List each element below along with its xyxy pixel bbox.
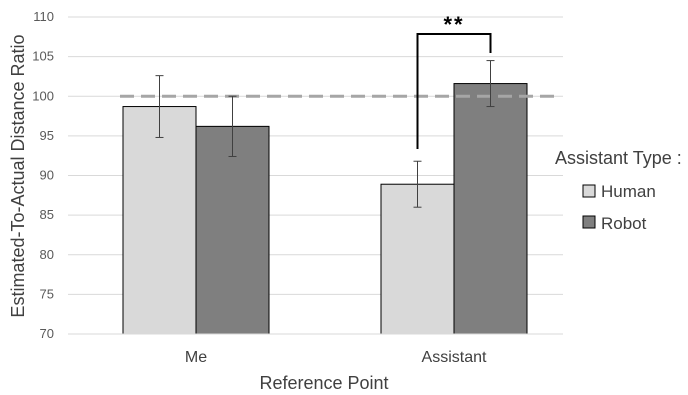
legend-title: Assistant Type : [555,148,682,168]
error-bar-assistant-robot [486,60,495,108]
legend-swatch-human [582,184,596,198]
x-axis-categories: Me Assistant [68,333,563,366]
y-tick-label-110: 110 [33,9,54,24]
bars [122,83,528,335]
x-axis-title: Reference Point [259,373,388,393]
bar-assistant-robot [453,83,528,335]
significance-label: ** [443,12,464,37]
error-bar-assistant-human [413,160,422,208]
error-bar-me-robot [228,95,237,157]
y-tick-label-90: 90 [40,168,54,183]
legend-label-human: Human [601,182,656,201]
significance-annotation: ** [416,12,492,149]
error-bar-me-human [155,75,164,138]
y-tick-label-85: 85 [40,207,54,222]
y-tick-label-105: 105 [32,49,54,64]
bar-me-human [122,106,197,335]
y-tick-label-75: 75 [40,286,54,301]
bar-me-robot [195,125,270,335]
y-tick-label-80: 80 [40,247,54,262]
y-axis-title: Estimated-To-Actual Distance Ratio [8,34,28,317]
y-tick-label-70: 70 [40,326,54,341]
x-category-label-me: Me [185,349,207,366]
legend-label-robot: Robot [601,214,647,233]
y-tick-label-100: 100 [32,88,54,103]
legend-swatch-robot [582,215,596,229]
error-bars [155,60,495,208]
x-category-label-assistant: Assistant [422,349,487,366]
significance-bracket [416,33,492,149]
y-axis-ticks: 70 75 80 85 90 95 100 105 110 [32,9,54,341]
y-tick-label-95: 95 [40,128,54,143]
legend: Assistant Type : Human Robot [555,148,682,233]
